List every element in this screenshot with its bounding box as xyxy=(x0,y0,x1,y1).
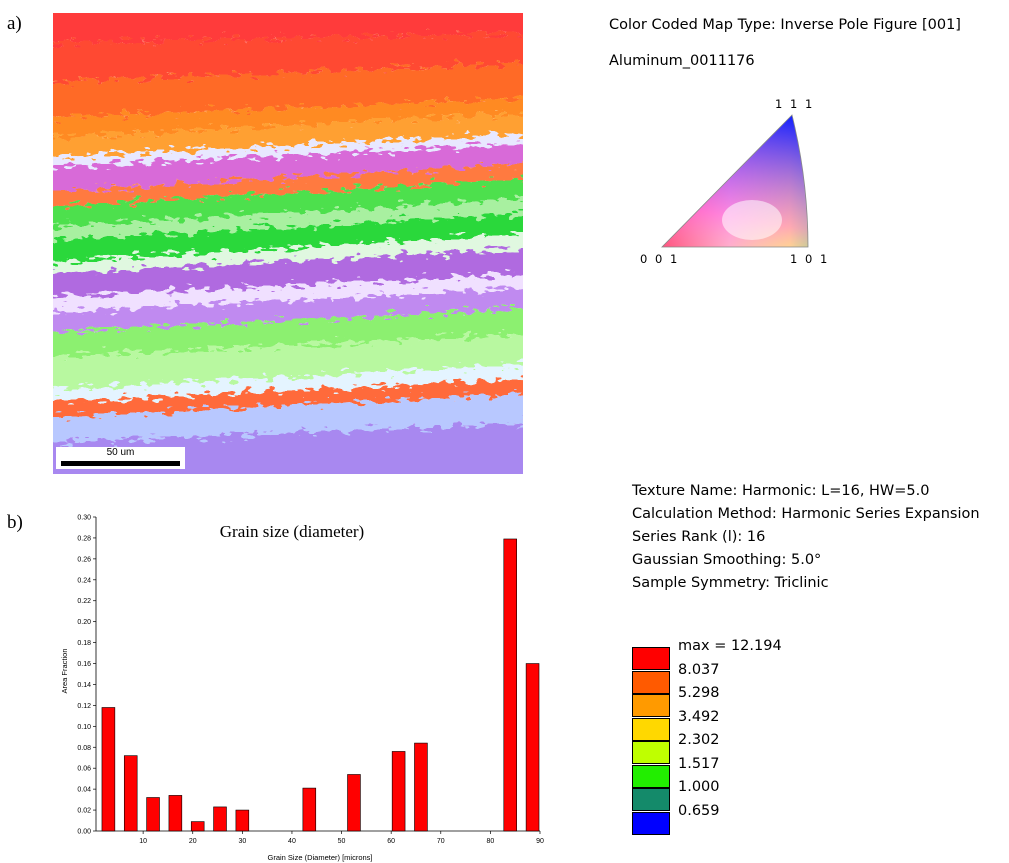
y-axis-label: Area Fraction xyxy=(60,648,69,693)
scale-bar-label: 50 um xyxy=(106,447,135,458)
y-tick-label: 0.02 xyxy=(77,808,91,815)
gaussian-smoothing: Gaussian Smoothing: 5.0° xyxy=(632,552,822,568)
legend-swatch xyxy=(632,764,670,788)
ebsd-orientation-map xyxy=(53,13,523,474)
y-tick-label: 0.08 xyxy=(77,745,91,752)
map-type-label: Color Coded Map Type: Inverse Pole Figur… xyxy=(609,17,961,33)
legend-swatch xyxy=(632,811,670,835)
scale-bar-line xyxy=(61,461,180,466)
y-tick-label: 0.18 xyxy=(77,640,91,647)
y-tick-label: 0.12 xyxy=(77,703,91,710)
y-tick-label: 0.06 xyxy=(77,766,91,773)
legend-label: 0.659 xyxy=(678,802,720,819)
histogram-bar xyxy=(235,809,250,832)
legend-label: 1.517 xyxy=(678,755,720,772)
x-tick-label: 70 xyxy=(437,838,445,845)
y-tick-label: 0.16 xyxy=(77,661,91,668)
histogram-bar xyxy=(101,707,116,832)
legend-label: 3.492 xyxy=(678,708,720,725)
x-tick-label: 80 xyxy=(486,838,494,845)
histogram-bar xyxy=(525,663,540,832)
x-tick-label: 40 xyxy=(288,838,296,845)
x-tick-label: 50 xyxy=(338,838,346,845)
x-tick-label: 10 xyxy=(139,838,147,845)
y-tick-label: 0.22 xyxy=(77,598,91,605)
sample-symmetry: Sample Symmetry: Triclinic xyxy=(632,575,829,591)
legend-label: max = 12.194 xyxy=(678,638,782,654)
x-tick-label: 20 xyxy=(189,838,197,845)
histogram-bar xyxy=(503,538,517,832)
histogram-bar xyxy=(146,797,160,832)
y-tick-label: 0.26 xyxy=(77,556,91,563)
legend-swatch xyxy=(632,717,670,741)
grain-size-histogram: Grain size (diameter) Area Fraction Grai… xyxy=(60,515,544,863)
legend-swatch xyxy=(632,694,670,717)
legend-label: 8.037 xyxy=(678,661,720,678)
scale-bar: 50 um xyxy=(56,447,185,469)
chart-title: Grain size (diameter) xyxy=(220,522,364,541)
x-axis-label: Grain Size (Diameter) [microns] xyxy=(267,853,372,862)
histogram-bar xyxy=(190,821,205,832)
histogram-bar xyxy=(123,755,138,832)
ipf-color-key-triangle xyxy=(661,114,809,248)
histogram-bar xyxy=(347,774,361,832)
ipf-corner-101: 1 0 1 xyxy=(790,252,830,266)
y-tick-label: 0.10 xyxy=(77,724,91,731)
y-tick-label: 0.04 xyxy=(77,787,91,794)
texture-name: Texture Name: Harmonic: L=16, HW=5.0 xyxy=(632,483,930,499)
legend-swatch xyxy=(632,670,670,694)
dataset-name: Aluminum_0011176 xyxy=(609,53,755,69)
y-tick-label: 0.30 xyxy=(77,515,91,522)
legend-label: 2.302 xyxy=(678,732,720,748)
legend-swatch xyxy=(632,788,670,811)
histogram-bar xyxy=(213,806,227,832)
series-rank: Series Rank (l): 16 xyxy=(632,529,766,545)
ipf-corner-001: 0 0 1 xyxy=(640,252,680,266)
y-tick-label: 0.14 xyxy=(77,682,91,689)
panel-b-label: b) xyxy=(7,512,23,533)
y-tick-label: 0.28 xyxy=(77,535,91,542)
histogram-bar xyxy=(391,751,406,832)
histogram-bar xyxy=(302,787,317,832)
legend-swatch xyxy=(632,741,670,764)
x-tick-label: 30 xyxy=(238,838,246,845)
legend-label: 5.298 xyxy=(678,685,720,701)
y-tick-label: 0.20 xyxy=(77,619,91,626)
legend-swatch xyxy=(632,647,670,670)
y-tick-label: 0.00 xyxy=(77,829,91,836)
x-tick-label: 90 xyxy=(536,838,544,845)
ipf-corner-111: 1 1 1 xyxy=(775,97,815,111)
calculation-method: Calculation Method: Harmonic Series Expa… xyxy=(632,506,980,522)
histogram-bar xyxy=(414,742,428,832)
x-tick-label: 60 xyxy=(387,838,395,845)
y-tick-label: 0.24 xyxy=(77,577,91,584)
histogram-bar xyxy=(168,795,183,832)
panel-a-label: a) xyxy=(7,13,22,34)
legend-label: 1.000 xyxy=(678,779,720,795)
